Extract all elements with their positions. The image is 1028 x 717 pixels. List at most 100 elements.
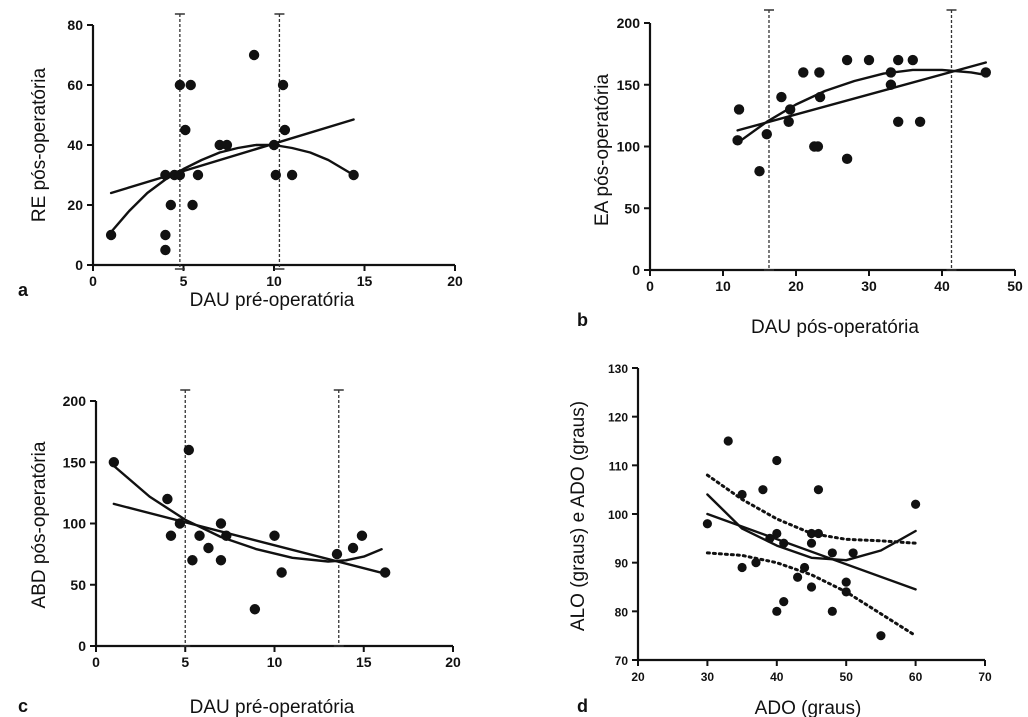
data-point xyxy=(798,67,809,78)
data-point xyxy=(779,597,789,607)
x-axis-label: DAU pré-operatória xyxy=(190,697,355,717)
data-point xyxy=(772,606,782,616)
data-point xyxy=(187,199,198,211)
data-point xyxy=(249,604,261,615)
data-point xyxy=(379,567,391,578)
y-tick-label: 200 xyxy=(63,393,87,409)
data-point xyxy=(827,548,837,558)
data-point xyxy=(772,528,782,539)
y-tick-label: 150 xyxy=(617,77,641,93)
x-tick-label: 20 xyxy=(447,273,463,289)
fit-curve-linear xyxy=(112,502,387,575)
data-point xyxy=(876,631,886,641)
data-point xyxy=(165,530,177,541)
y-axis-label: ABD pós-operatória xyxy=(29,441,50,608)
x-tick-label: 10 xyxy=(266,273,282,289)
data-point xyxy=(286,169,298,181)
data-point xyxy=(806,528,817,539)
data-point xyxy=(185,79,196,91)
y-tick-label: 80 xyxy=(615,605,629,619)
y-tick-label: 110 xyxy=(609,459,629,473)
fit-curve-quadratic xyxy=(736,68,987,145)
data-point xyxy=(733,104,745,115)
data-point xyxy=(269,530,280,541)
data-point xyxy=(776,91,787,103)
y-tick-label: 90 xyxy=(615,557,629,571)
data-point xyxy=(893,116,904,128)
x-tick-label: 0 xyxy=(89,273,97,289)
x-tick-label: 30 xyxy=(701,670,715,684)
data-point xyxy=(737,489,747,500)
x-axis-label: DAU pós-operatória xyxy=(751,317,919,338)
panel-letter: a xyxy=(18,280,29,300)
y-tick-label: 60 xyxy=(67,77,83,93)
fit-curve-linear xyxy=(109,118,355,195)
y-axis-label: EA pós-operatória xyxy=(592,74,613,227)
data-point xyxy=(194,530,205,541)
panel-letter: b xyxy=(577,310,588,330)
data-point xyxy=(754,166,765,177)
fit-curve-ci-lower xyxy=(705,551,918,638)
x-tick-label: 20 xyxy=(445,654,461,670)
data-point xyxy=(331,548,343,560)
x-tick-label: 20 xyxy=(788,278,804,294)
data-point xyxy=(814,91,826,103)
data-point xyxy=(758,485,768,495)
panel-letter: d xyxy=(577,696,588,716)
y-tick-label: 80 xyxy=(67,17,83,33)
data-point xyxy=(799,562,810,573)
x-tick-label: 10 xyxy=(267,654,283,670)
data-point xyxy=(732,135,743,146)
data-point xyxy=(270,169,282,181)
x-axis-label: DAU pré-operatória xyxy=(190,290,355,311)
data-point xyxy=(162,493,173,505)
fit-curve-quadratic xyxy=(706,493,917,562)
data-point xyxy=(723,436,733,446)
y-tick-label: 100 xyxy=(63,516,87,532)
y-tick-label: 120 xyxy=(608,411,628,425)
y-tick-label: 0 xyxy=(78,638,86,654)
fit-curve-linear xyxy=(706,512,917,591)
x-tick-label: 30 xyxy=(861,278,877,294)
data-point xyxy=(806,538,817,548)
data-point xyxy=(348,169,359,181)
panel-b: 0 10 20 30 40 50 0 50 100 150 200 DAU pós-operatóri… xyxy=(577,9,1023,338)
data-point xyxy=(174,518,186,529)
x-tick-label: 0 xyxy=(92,654,100,670)
y-tick-label: 100 xyxy=(608,508,628,522)
data-point xyxy=(203,542,214,554)
panel-letter: c xyxy=(18,696,28,716)
data-point xyxy=(914,116,926,128)
data-point xyxy=(783,116,794,128)
data-point xyxy=(277,79,289,91)
data-point xyxy=(911,499,921,509)
x-tick-label: 50 xyxy=(1007,278,1023,294)
data-point xyxy=(174,79,186,91)
fit-curve-quadratic xyxy=(112,464,383,563)
panel-d: 20 30 40 50 60 70 70 80 90 100 110 120 130 ADO (graus… xyxy=(568,362,992,717)
y-tick-label: 70 xyxy=(615,654,629,668)
data-point xyxy=(160,244,171,256)
x-tick-label: 60 xyxy=(909,670,923,684)
data-point xyxy=(841,587,851,597)
data-point xyxy=(885,79,897,90)
y-tick-label: 200 xyxy=(617,15,641,31)
fit-curve-quadratic xyxy=(109,143,355,234)
data-point xyxy=(221,139,233,151)
x-tick-label: 15 xyxy=(356,654,372,670)
data-point xyxy=(812,141,824,152)
data-point xyxy=(279,124,291,136)
data-point xyxy=(813,485,824,495)
y-tick-label: 0 xyxy=(75,257,83,273)
data-point xyxy=(848,548,858,558)
data-point xyxy=(806,582,817,592)
x-tick-label: 5 xyxy=(180,273,188,289)
data-point xyxy=(215,555,227,566)
data-point xyxy=(827,606,837,616)
data-point xyxy=(772,455,782,466)
data-point xyxy=(779,538,789,548)
data-point xyxy=(192,169,204,181)
x-tick-label: 40 xyxy=(770,670,784,684)
